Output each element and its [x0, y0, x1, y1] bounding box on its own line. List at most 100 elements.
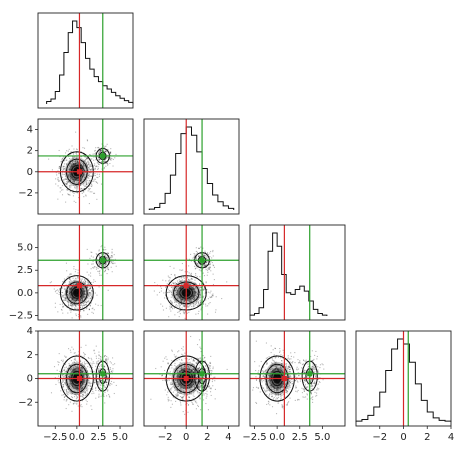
density-point — [170, 301, 173, 303]
density-point — [85, 163, 87, 165]
density-point — [98, 380, 100, 382]
density-point — [58, 361, 60, 364]
density-point — [91, 371, 93, 373]
density-point — [193, 260, 195, 263]
density-point — [273, 388, 276, 390]
density-point — [66, 387, 69, 389]
density-point — [63, 288, 65, 290]
density-point — [90, 294, 92, 296]
density-point — [68, 175, 70, 177]
density-point — [187, 364, 189, 366]
density-point — [85, 304, 87, 306]
density-point — [206, 390, 208, 392]
density-point — [82, 168, 84, 170]
density-point — [72, 189, 74, 191]
density-point — [195, 380, 197, 382]
density-point — [193, 395, 195, 398]
density-point — [175, 294, 177, 296]
density-point — [87, 167, 89, 169]
density-point — [181, 368, 183, 370]
density-point — [62, 281, 64, 283]
density-point — [98, 147, 100, 149]
density-point — [190, 274, 193, 276]
density-point — [169, 300, 172, 302]
density-point — [80, 156, 82, 158]
density-point — [180, 383, 182, 385]
density-point — [193, 357, 195, 359]
density-point — [209, 296, 211, 298]
density-point — [93, 259, 95, 261]
density-point — [81, 298, 83, 300]
density-point — [98, 374, 100, 376]
density-point — [63, 168, 65, 170]
density-point — [90, 382, 92, 384]
density-point — [200, 299, 202, 301]
density-point — [60, 390, 62, 392]
density-point — [184, 298, 186, 300]
density-point — [204, 360, 206, 362]
density-point — [209, 268, 211, 270]
density-point — [87, 374, 89, 376]
density-point — [79, 174, 81, 176]
density-point — [75, 283, 77, 285]
density-point — [81, 288, 83, 290]
density-point — [72, 172, 74, 174]
panel-frame — [37, 118, 134, 215]
density-point — [215, 309, 217, 311]
density-point — [180, 402, 182, 404]
density-point — [193, 368, 195, 370]
density-point — [103, 256, 105, 258]
density-point — [82, 292, 84, 294]
density-point — [86, 283, 88, 285]
density-point — [65, 299, 67, 301]
density-point — [96, 176, 98, 178]
density-point — [75, 388, 78, 390]
density-point — [171, 373, 173, 375]
density-point — [101, 268, 103, 270]
density-point — [71, 284, 73, 286]
density-point — [97, 260, 99, 262]
density-point — [68, 376, 70, 378]
density-point — [69, 187, 71, 189]
density-point — [87, 158, 89, 160]
density-point — [100, 379, 103, 382]
density-point — [212, 366, 214, 368]
density-point — [182, 311, 184, 313]
density-point — [80, 315, 82, 317]
density-point — [183, 300, 185, 302]
density-point — [190, 376, 192, 378]
density-point — [86, 296, 89, 298]
density-point — [68, 293, 70, 295]
density-point — [75, 165, 77, 167]
density-point — [196, 377, 198, 379]
density-point — [68, 296, 70, 299]
density-point — [277, 369, 279, 371]
density-point — [175, 287, 178, 289]
density-point — [104, 269, 106, 271]
density-point — [81, 187, 83, 190]
density-point — [174, 281, 176, 283]
density-point — [69, 385, 71, 387]
density-point — [98, 153, 100, 155]
density-point — [103, 356, 105, 358]
density-point — [202, 303, 204, 305]
density-point — [202, 386, 204, 388]
density-point — [98, 156, 100, 158]
density-point — [106, 261, 108, 264]
density-point — [74, 365, 76, 367]
density-point — [174, 314, 176, 316]
density-point — [203, 255, 205, 257]
density-point — [109, 158, 111, 160]
density-point — [84, 165, 87, 167]
density-point — [197, 298, 199, 301]
density-point — [93, 362, 95, 365]
density-point — [281, 367, 283, 370]
density-point — [65, 400, 67, 402]
density-point — [103, 151, 105, 153]
density-point — [82, 369, 84, 371]
density-point — [71, 299, 73, 301]
density-point — [69, 194, 71, 196]
density-point — [212, 385, 214, 387]
density-point — [178, 295, 181, 297]
